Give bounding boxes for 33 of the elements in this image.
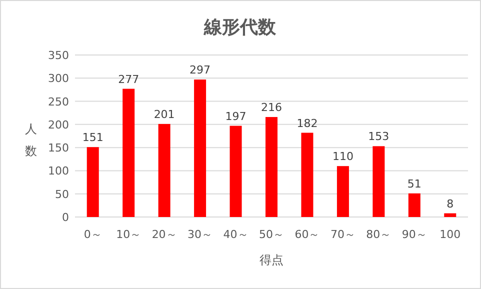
x-tick-label: 50～	[259, 228, 284, 241]
data-label: 182	[296, 116, 318, 130]
x-axis-title: 得点	[260, 253, 284, 267]
y-tick-label: 100	[48, 164, 69, 178]
data-label: 197	[225, 110, 246, 123]
x-tick-label: 90～	[402, 228, 427, 241]
data-label: 201	[154, 108, 175, 121]
y-axis-title: 人数	[25, 122, 37, 158]
x-tick-label: 60～	[294, 228, 320, 241]
data-label: 110	[332, 150, 354, 164]
y-tick-label: 50	[55, 188, 69, 201]
y-tick-label: 350	[48, 49, 69, 62]
x-tick-label: 80～	[366, 228, 392, 241]
x-tick-label: 40～	[223, 228, 248, 241]
data-label: 8	[446, 197, 454, 210]
data-label: 216	[261, 101, 282, 114]
y-tick-label: 300	[48, 72, 69, 86]
data-label: 277	[118, 72, 140, 86]
data-label: 51	[407, 177, 422, 190]
data-label: 153	[368, 130, 390, 144]
data-label: 297	[190, 64, 211, 77]
x-tick-label: 0～	[84, 228, 102, 241]
y-tick-label: 200	[48, 118, 69, 132]
y-tick-label: 250	[48, 95, 69, 108]
y-tick-label: 0	[62, 211, 69, 224]
x-tick-label: 20～	[152, 228, 177, 241]
chart-title: 線形代数	[203, 17, 277, 38]
data-label: 151	[82, 131, 104, 144]
x-tick-label: 100	[440, 228, 461, 241]
x-tick-label: 70～	[330, 228, 356, 241]
x-tick-label: 10～	[116, 228, 142, 241]
y-tick-label: 150	[48, 142, 69, 155]
x-tick-label: 30～	[188, 228, 213, 241]
